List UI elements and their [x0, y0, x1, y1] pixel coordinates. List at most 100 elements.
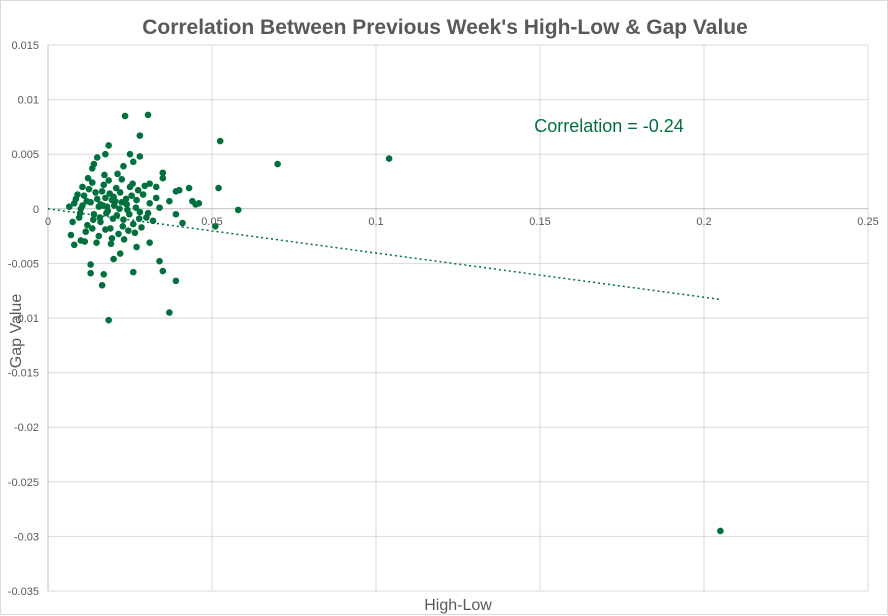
- data-point: [98, 188, 106, 195]
- data-point: [88, 225, 96, 232]
- data-point: [87, 269, 94, 277]
- correlation-annotation: Correlation = -0.24: [534, 116, 684, 136]
- data-point: [120, 236, 128, 243]
- data-point: [129, 220, 137, 228]
- x-axis-title: High-Low: [424, 597, 492, 614]
- data-point: [121, 112, 129, 120]
- data-point: [124, 206, 131, 214]
- x-tick-label: 0: [45, 216, 51, 228]
- data-point: [132, 204, 140, 212]
- data-point: [133, 196, 140, 204]
- data-point: [79, 183, 86, 191]
- data-point: [129, 158, 137, 166]
- data-point: [192, 201, 199, 208]
- data-point: [385, 155, 393, 162]
- data-point: [110, 202, 118, 209]
- data-point: [131, 229, 139, 237]
- axes: [47, 45, 868, 591]
- data-point: [120, 162, 127, 170]
- data-point: [211, 222, 219, 230]
- data-point: [84, 221, 91, 229]
- data-point: [80, 192, 88, 199]
- data-point: [116, 250, 124, 257]
- data-point: [100, 271, 108, 278]
- data-point: [102, 226, 109, 233]
- data-point: [120, 216, 127, 224]
- data-point: [110, 255, 117, 263]
- data-point: [81, 238, 89, 245]
- data-point: [88, 179, 96, 186]
- data-point: [146, 200, 153, 207]
- data-point: [133, 243, 140, 251]
- data-point: [118, 198, 126, 206]
- data-point: [107, 240, 115, 248]
- data-point: [67, 231, 75, 239]
- data-point: [166, 197, 173, 205]
- data-point: [156, 257, 163, 265]
- data-point: [101, 171, 108, 179]
- data-point: [104, 207, 111, 215]
- data-point: [89, 216, 97, 224]
- data-point: [152, 183, 160, 191]
- y-tick-label: -0.01: [14, 313, 39, 325]
- data-point: [88, 165, 96, 172]
- y-tick-label: -0.03: [14, 531, 39, 543]
- data-point: [72, 195, 80, 203]
- y-tick-label: -0.005: [8, 258, 39, 270]
- data-point: [274, 160, 281, 168]
- data-point: [129, 180, 136, 187]
- data-point: [102, 150, 109, 158]
- data-point: [134, 186, 142, 194]
- data-point: [172, 277, 180, 285]
- y-axis-title: Gap Value: [8, 294, 25, 369]
- data-point: [114, 170, 121, 178]
- x-tick-label: 0.2: [696, 216, 711, 228]
- data-point: [138, 224, 145, 231]
- data-point: [159, 267, 167, 275]
- trendline: [47, 208, 721, 301]
- data-point: [156, 204, 163, 212]
- data-point: [144, 209, 152, 217]
- data-point: [115, 230, 122, 238]
- data-point: [149, 217, 157, 225]
- data-point: [159, 174, 167, 182]
- data-point: [98, 281, 106, 289]
- data-point: [107, 225, 114, 232]
- data-point: [136, 208, 144, 216]
- y-tick-label: -0.02: [14, 422, 39, 434]
- data-point: [93, 154, 101, 161]
- data-point: [95, 203, 103, 210]
- data-point: [139, 191, 147, 198]
- x-tick-label: 0.05: [201, 216, 222, 228]
- data-point: [141, 182, 149, 190]
- y-tick-label: 0.005: [11, 149, 39, 161]
- data-point: [106, 190, 113, 197]
- y-tick-label: -0.015: [8, 368, 39, 380]
- data-point: [144, 111, 152, 119]
- data-points: [66, 111, 724, 535]
- data-point: [119, 222, 127, 230]
- data-point: [116, 205, 123, 213]
- data-point: [136, 132, 144, 139]
- data-point: [172, 188, 180, 195]
- data-point: [108, 234, 116, 242]
- data-point: [90, 210, 98, 218]
- data-point: [108, 196, 116, 204]
- data-point: [102, 194, 109, 202]
- x-tick-labels: 0 0.05 0.1 0.15 0.2 0.25: [45, 216, 879, 228]
- y-tick-label: 0.015: [11, 40, 39, 52]
- y-tick-label: -0.025: [8, 477, 39, 489]
- data-point: [215, 184, 222, 192]
- y-tick-label: 0: [33, 204, 39, 216]
- data-point: [128, 192, 135, 199]
- data-point: [105, 177, 112, 184]
- data-point: [152, 194, 160, 202]
- y-tick-label: -0.035: [8, 586, 39, 598]
- data-point: [96, 214, 104, 221]
- x-tick-label: 0.15: [529, 216, 550, 228]
- data-point: [216, 137, 224, 145]
- data-point: [146, 239, 153, 246]
- data-point: [92, 189, 99, 196]
- data-point: [159, 169, 167, 177]
